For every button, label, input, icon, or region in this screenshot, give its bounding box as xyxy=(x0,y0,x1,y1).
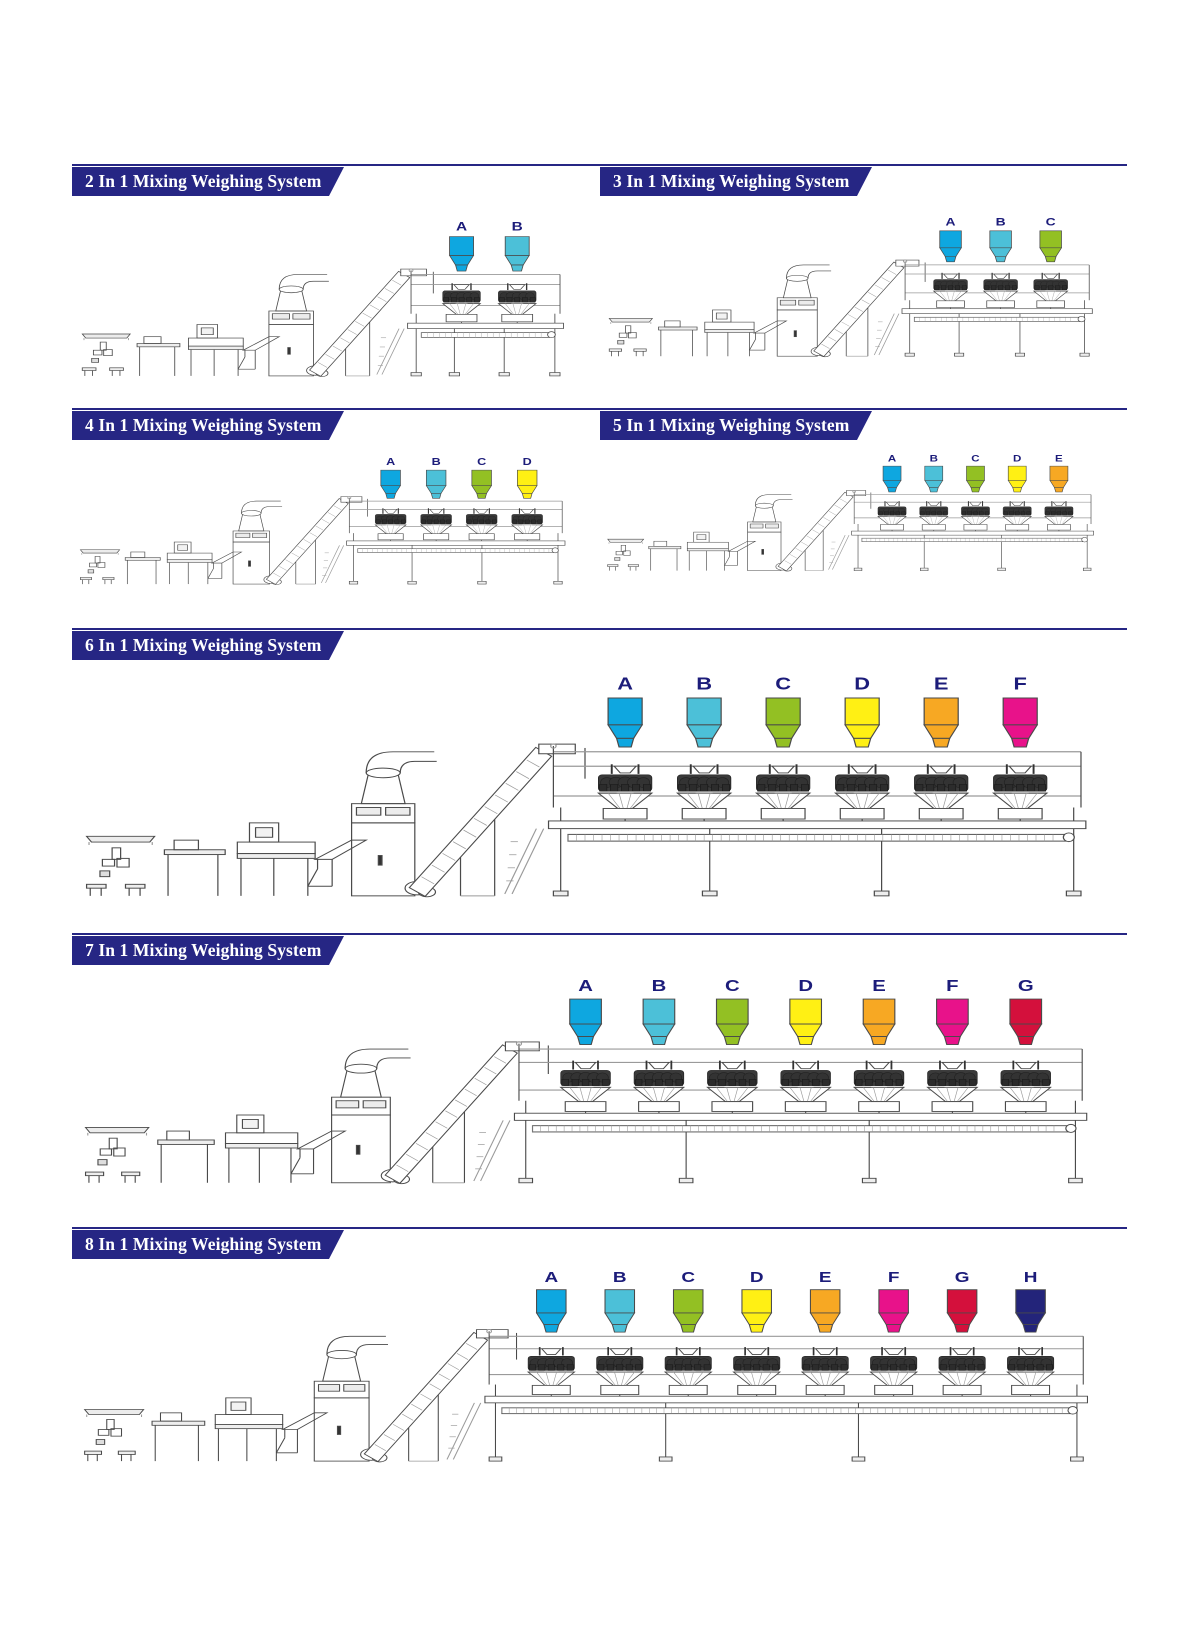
svg-text:D: D xyxy=(750,1269,764,1286)
svg-text:E: E xyxy=(872,976,886,994)
svg-text:H: H xyxy=(1024,1269,1038,1286)
svg-text:A: A xyxy=(946,216,956,228)
svg-text:E: E xyxy=(934,674,949,693)
svg-text:D: D xyxy=(1013,455,1022,465)
svg-text:F: F xyxy=(1014,674,1027,693)
svg-text:A: A xyxy=(386,457,395,468)
svg-text:A: A xyxy=(888,455,897,465)
svg-text:D: D xyxy=(798,976,813,994)
svg-text:A: A xyxy=(578,976,593,994)
svg-text:B: B xyxy=(930,455,939,465)
svg-text:G: G xyxy=(955,1269,970,1286)
svg-text:C: C xyxy=(1046,216,1056,228)
svg-text:F: F xyxy=(946,976,958,994)
svg-text:E: E xyxy=(1055,455,1063,465)
svg-text:A: A xyxy=(617,674,633,693)
svg-text:C: C xyxy=(971,455,980,465)
svg-text:C: C xyxy=(775,674,791,693)
svg-text:D: D xyxy=(523,457,532,468)
svg-text:D: D xyxy=(854,674,870,693)
svg-text:B: B xyxy=(696,674,712,693)
svg-text:A: A xyxy=(544,1269,558,1286)
svg-text:E: E xyxy=(819,1269,832,1286)
svg-text:B: B xyxy=(613,1269,627,1286)
svg-text:B: B xyxy=(652,976,667,994)
svg-text:B: B xyxy=(432,457,441,468)
svg-text:C: C xyxy=(725,976,740,994)
svg-text:C: C xyxy=(477,457,486,468)
svg-text:G: G xyxy=(1018,976,1034,994)
svg-text:B: B xyxy=(996,216,1006,228)
svg-text:A: A xyxy=(456,219,467,233)
svg-text:B: B xyxy=(512,219,523,233)
svg-text:C: C xyxy=(681,1269,695,1286)
svg-text:F: F xyxy=(888,1269,900,1286)
